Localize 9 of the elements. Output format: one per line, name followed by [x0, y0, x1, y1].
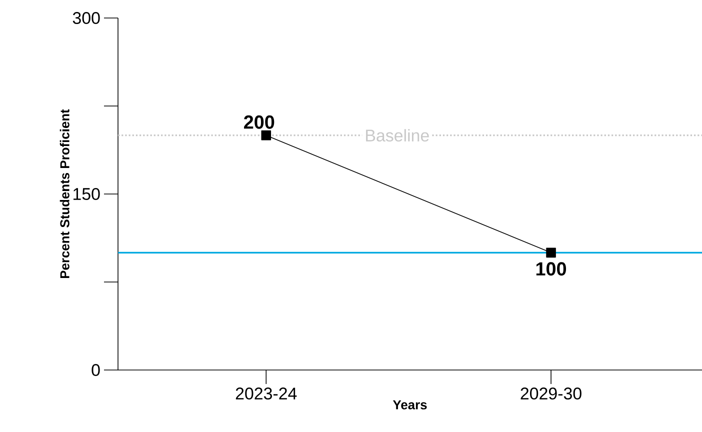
y-tick-label: 300 [72, 12, 100, 24]
x-tick-label: 2023-24 [236, 388, 297, 400]
y-tick-label: 150 [74, 188, 100, 200]
data-label: 200 [244, 115, 274, 129]
x-axis-title: Years [392, 400, 427, 410]
y-tick-label: 0 [92, 364, 100, 376]
x-tick-label: 2029-30 [520, 388, 582, 400]
y-axis-title: Percent Students Proficient [60, 109, 70, 278]
data-label: 100 [536, 262, 566, 276]
